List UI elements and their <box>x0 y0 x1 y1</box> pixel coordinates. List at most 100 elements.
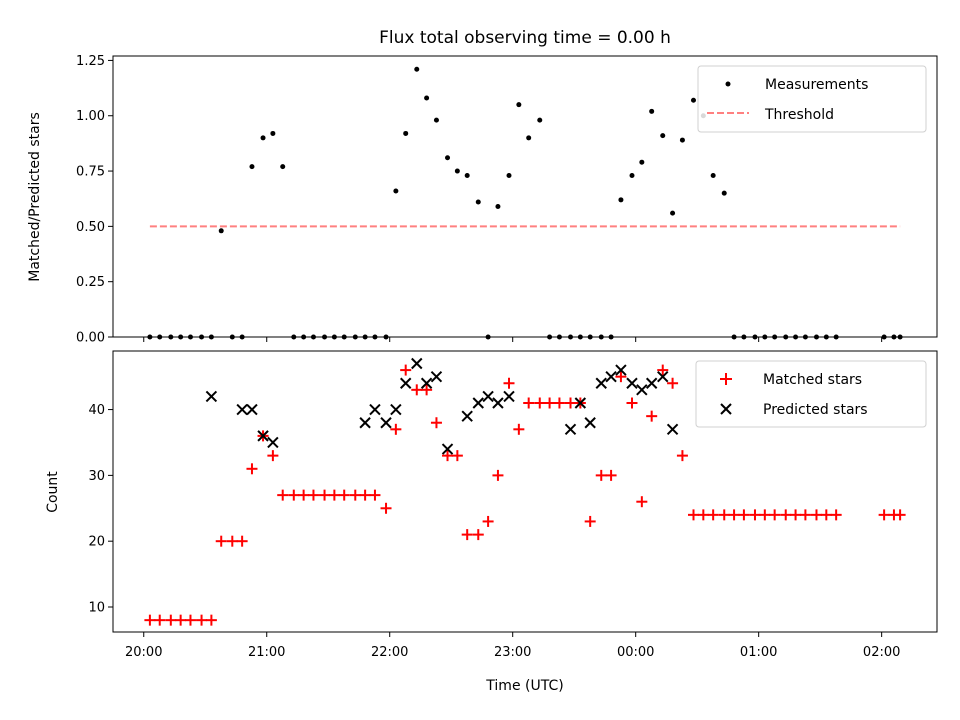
matched-stars-point <box>298 489 310 501</box>
x-stroke-b <box>595 377 607 389</box>
y-tick-label: 40 <box>88 403 105 418</box>
matched-stars-point <box>144 614 156 626</box>
matched-stars-point <box>534 397 546 409</box>
matched-stars-point <box>697 509 709 521</box>
predicted-stars-point <box>441 443 454 455</box>
y-tick-label: 1.00 <box>76 109 105 124</box>
y-tick-label: 30 <box>88 469 105 484</box>
legend-predicted-label: Predicted stars <box>763 402 868 418</box>
y-tick-label: 0.00 <box>76 331 105 346</box>
measurements-point <box>433 117 439 123</box>
y-tick-label: 10 <box>88 600 105 615</box>
matched-stars-point <box>319 489 331 501</box>
matched-stars-point <box>759 509 771 521</box>
legend-measurements-marker <box>725 81 731 87</box>
x-stroke-b <box>584 417 596 429</box>
matched-stars-point <box>226 535 238 547</box>
matched-stars-point <box>605 469 617 481</box>
measurements-point <box>721 190 727 196</box>
predicted-stars-point <box>267 436 279 449</box>
x-stroke-b <box>615 364 627 376</box>
matched-stars-point <box>165 614 177 626</box>
top-panel: 0.00 0.25 0.50 0.75 1.00 1.25 <box>76 54 938 346</box>
measurements-point <box>710 172 716 178</box>
x-stroke-b <box>441 443 454 455</box>
bottom-legend: Matched stars Predicted stars <box>695 360 927 428</box>
x-stroke-b <box>399 377 412 389</box>
matched-stars-point <box>769 509 781 521</box>
x-stroke-b <box>492 397 504 409</box>
x-stroke-b <box>666 423 679 436</box>
x-stroke-b <box>626 377 638 389</box>
matched-stars-point <box>799 509 811 521</box>
plot-frame <box>112 350 938 633</box>
x-stroke-b <box>461 410 473 422</box>
x-stroke-b <box>380 417 392 429</box>
measurements-point <box>639 159 645 165</box>
x-tick-label: 00:00 <box>617 645 654 660</box>
matched-stars-point <box>246 463 258 475</box>
matched-stars-point <box>411 384 423 396</box>
measurements-point <box>270 130 276 136</box>
measurements-point <box>629 172 635 178</box>
matched-stars-point <box>626 397 638 409</box>
measurements-point <box>526 135 532 141</box>
x-tick-label: 22:00 <box>371 645 408 660</box>
predicted-stars-point <box>482 390 494 403</box>
measurements-point <box>506 172 512 178</box>
matched-stars-point <box>369 489 381 501</box>
legend-matched-marker <box>720 373 732 385</box>
matched-stars-point <box>707 509 719 521</box>
bottom-panel: 10 20 30 40 20:00 21:00 22:00 23:00 00:00 01:00 02… <box>88 350 938 660</box>
matched-stars-point <box>492 469 504 481</box>
matched-stars-point <box>749 509 761 521</box>
matched-stars-point <box>523 397 535 409</box>
x-tick-label: 02:00 <box>863 645 900 660</box>
measurements-point <box>537 117 543 123</box>
legend-threshold-label: Threshold <box>764 107 834 123</box>
matched-stars-point <box>390 423 402 435</box>
x-tick-label: 20:00 <box>125 645 162 660</box>
matched-stars-point <box>894 509 906 521</box>
y-tick-label: 0.50 <box>76 220 105 235</box>
matched-stars-point <box>461 529 473 541</box>
matched-stars-point <box>667 377 679 389</box>
predicted-stars-point <box>584 417 596 429</box>
measurements-point <box>475 199 481 205</box>
measurements-point <box>495 203 501 209</box>
top-chart-title: Flux total observing time = 0.00 h <box>379 28 671 48</box>
x-stroke-b <box>636 384 648 396</box>
matched-stars-point <box>328 489 340 501</box>
matched-stars-point <box>267 450 279 462</box>
measurements-point <box>516 102 522 108</box>
matched-stars-point <box>236 535 248 547</box>
predicted-stars-point <box>399 377 412 389</box>
x-stroke-b <box>564 423 577 436</box>
predicted-stars-point <box>503 390 515 403</box>
predicted-stars-point <box>564 423 577 436</box>
predicted-stars-point <box>390 403 402 416</box>
y-tick-label: 0.25 <box>76 275 105 290</box>
matched-stars-point <box>595 469 607 481</box>
measurements-point <box>670 210 676 216</box>
matched-stars-point <box>780 509 792 521</box>
matched-stars-point <box>380 502 392 514</box>
predicted-stars-point <box>595 377 607 389</box>
x-tick-label: 23:00 <box>494 645 531 660</box>
matched-stars-point <box>718 509 730 521</box>
matched-stars-point <box>338 489 350 501</box>
y-tick-label: 0.75 <box>76 165 105 180</box>
matched-stars-point <box>878 509 890 521</box>
matched-stars-point <box>676 450 688 462</box>
matched-stars-point <box>820 509 832 521</box>
y-tick-label: 20 <box>88 535 105 550</box>
matched-stars-point <box>196 614 208 626</box>
x-stroke-b <box>605 370 617 383</box>
bottom-legend-frame <box>695 360 927 428</box>
predicted-stars-point <box>236 403 248 416</box>
top-legend: Measurements Threshold <box>697 65 927 133</box>
matched-stars-point <box>400 364 412 376</box>
x-stroke-b <box>645 377 658 389</box>
measurements-point <box>260 135 266 141</box>
